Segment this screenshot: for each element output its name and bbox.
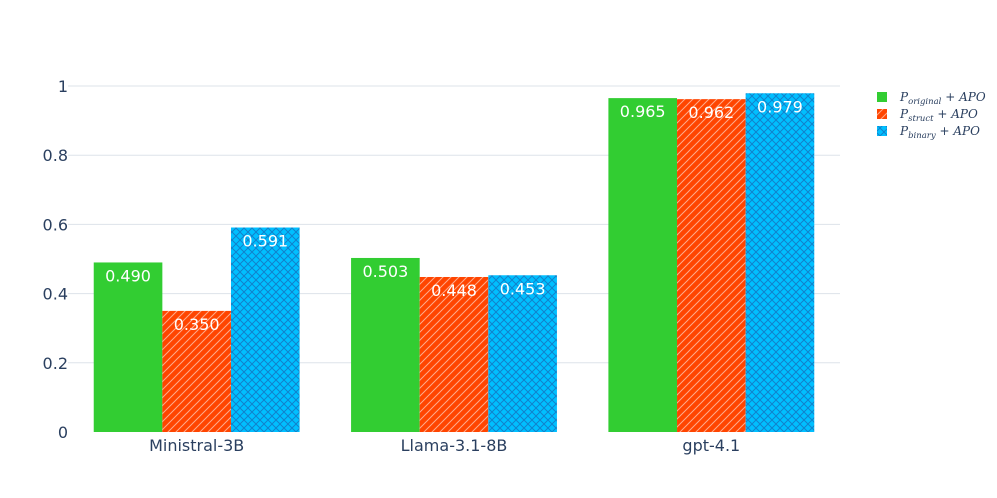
legend-label: Pstruct + APO	[899, 107, 978, 124]
bar	[162, 310, 231, 432]
y-axis: 0 0.2 0.4 0.6 0.8 1	[43, 77, 68, 442]
data-label: 0.448	[431, 281, 477, 300]
y-tick-label: 0.4	[43, 285, 68, 304]
legend-swatch	[877, 109, 887, 119]
x-tick-label: Ministral-3B	[149, 436, 244, 455]
data-label: 0.503	[362, 262, 408, 281]
data-label: 0.350	[174, 315, 220, 334]
y-tick-label: 0.8	[43, 146, 68, 165]
data-label: 0.453	[500, 279, 546, 298]
data-label: 0.979	[757, 97, 803, 116]
bar	[230, 227, 300, 432]
bar	[488, 275, 557, 432]
data-label: 0.962	[688, 103, 734, 122]
y-tick-label: 0	[58, 423, 68, 442]
legend-label: Poriginal + APO	[899, 90, 986, 107]
x-axis: Ministral-3B Llama-3.1-8B gpt-4.1	[149, 436, 740, 455]
data-label: 0.965	[620, 102, 666, 121]
bar	[745, 93, 815, 433]
y-tick-label: 0.6	[43, 215, 68, 234]
data-label: 0.490	[105, 266, 151, 285]
bar	[677, 99, 746, 432]
y-tick-label: 0.2	[43, 354, 68, 373]
x-tick-label: gpt-4.1	[682, 436, 740, 455]
legend-swatch	[877, 126, 887, 136]
legend-label: Pbinary + APO	[899, 124, 980, 141]
bar	[351, 257, 420, 432]
bar	[608, 98, 678, 433]
bars: 0.490 0.350 0.591 0.503 0.448 0.453 0.965 0.962…	[93, 93, 815, 433]
data-label: 0.591	[242, 232, 288, 251]
bar	[419, 276, 489, 432]
legend-swatch	[877, 92, 887, 102]
bar	[93, 262, 163, 432]
x-tick-label: Llama-3.1-8B	[401, 436, 508, 455]
y-tick-label: 1	[58, 77, 68, 96]
